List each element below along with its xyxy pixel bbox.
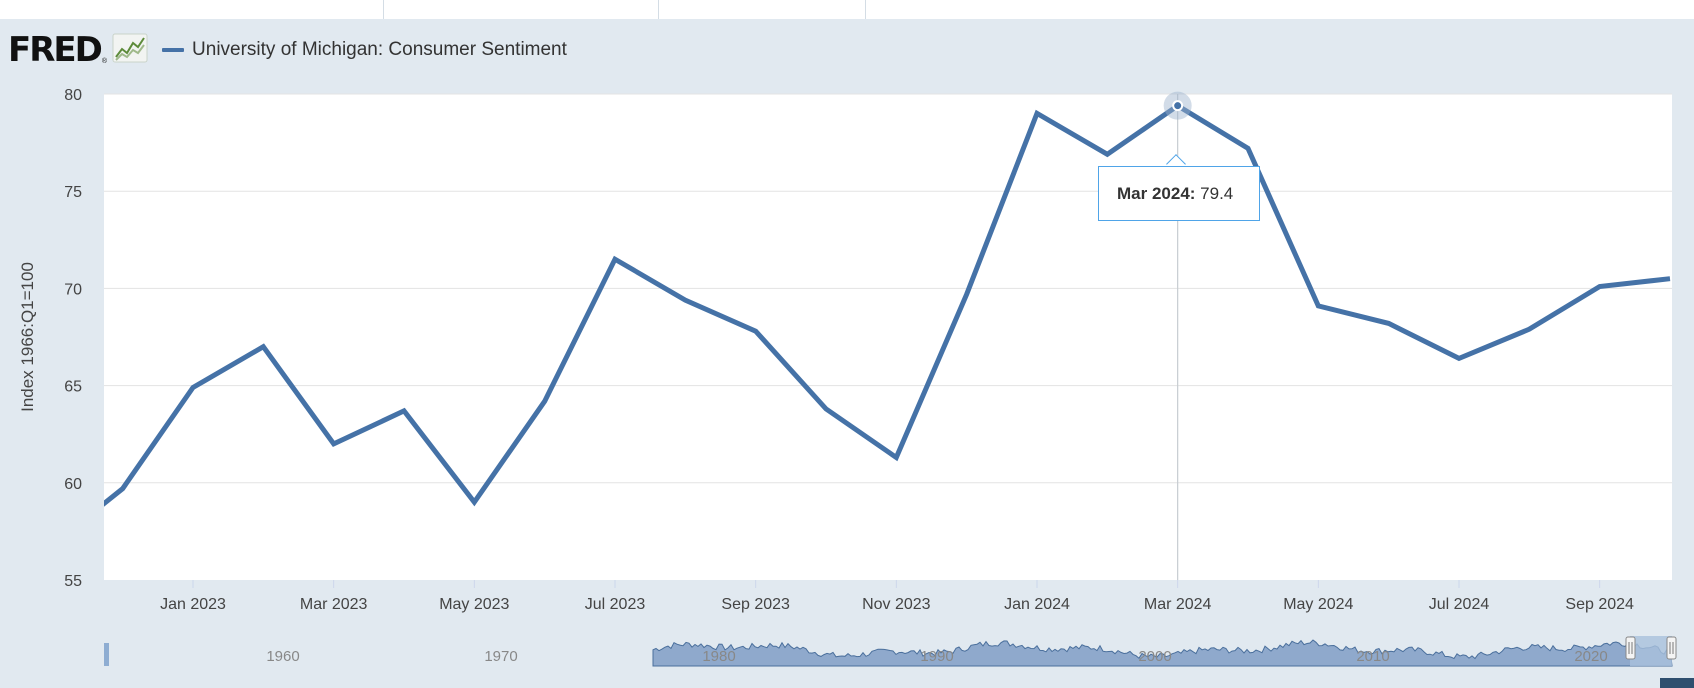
navigator-start-mark <box>104 643 109 666</box>
toolbar-divider <box>383 0 384 19</box>
gridlines <box>104 93 1672 484</box>
y-tick-label: 75 <box>64 184 82 201</box>
range-navigator[interactable]: 1960 1970 1980 1990 2000 2010 2020 <box>104 636 1677 667</box>
navigator-label: 2000 <box>1138 648 1171 665</box>
plot-area[interactable] <box>104 94 1672 580</box>
y-axis-ticks: 55 60 65 70 75 80 <box>64 87 82 590</box>
x-tick-label: Mar 2023 <box>300 596 368 613</box>
data-tooltip: Mar 2024: 79.4 <box>1098 166 1260 221</box>
navigator-selected-range[interactable] <box>1630 636 1672 666</box>
x-tick-label: Sep 2024 <box>1565 596 1634 613</box>
top-toolbar-strip <box>0 0 1694 19</box>
tooltip-value: 79.4 <box>1200 183 1234 203</box>
x-axis-ticks: Jan 2023 Mar 2023 May 2023 Jul 2023 Sep 2023… <box>160 580 1634 613</box>
y-tick-label: 60 <box>64 476 82 493</box>
toolbar-divider <box>658 0 659 19</box>
toolbar-divider <box>865 0 866 19</box>
chart-header: FRED ® University of Michigan: Consumer … <box>8 30 567 70</box>
x-tick-label: Nov 2023 <box>862 596 931 613</box>
tooltip-date: Mar 2024: <box>1117 183 1196 203</box>
navigator-label: 1970 <box>484 648 517 665</box>
line-chart-icon <box>112 33 148 68</box>
x-tick-label: May 2024 <box>1283 596 1353 613</box>
navigator-series-area <box>652 639 1673 667</box>
navigator-label: 2020 <box>1574 648 1607 665</box>
y-tick-label: 80 <box>64 87 82 104</box>
y-tick-label: 65 <box>64 379 82 396</box>
navigator-label: 1980 <box>702 648 735 665</box>
x-tick-label: May 2023 <box>439 596 509 613</box>
hover-marker[interactable] <box>1172 100 1184 112</box>
legend-swatch <box>162 48 185 52</box>
x-tick-label: Jan 2023 <box>160 596 226 613</box>
navigator-right-handle[interactable] <box>1666 636 1677 660</box>
x-tick-label: Jul 2023 <box>585 596 646 613</box>
y-tick-label: 55 <box>64 573 82 590</box>
series-line[interactable] <box>0 102 1671 545</box>
chart-legend[interactable]: University of Michigan: Consumer Sentime… <box>162 39 567 61</box>
fred-logo[interactable]: FRED <box>8 30 103 70</box>
y-axis-title: Index 1966:Q1=100 <box>18 262 37 412</box>
navigator-label: 1960 <box>266 648 299 665</box>
x-tick-label: Sep 2023 <box>721 596 790 613</box>
navigator-label: 1990 <box>920 648 953 665</box>
corner-control[interactable] <box>1660 678 1694 688</box>
navigator-left-handle[interactable] <box>1625 636 1636 660</box>
x-tick-label: Jan 2024 <box>1004 596 1070 613</box>
navigator-labels: 1960 1970 1980 1990 2000 2010 2020 <box>266 648 1607 665</box>
legend-label: University of Michigan: Consumer Sentime… <box>192 39 567 60</box>
fred-registered-mark: ® <box>101 57 108 65</box>
y-tick-label: 70 <box>64 281 82 298</box>
x-tick-label: Mar 2024 <box>1144 596 1212 613</box>
x-tick-label: Jul 2024 <box>1429 596 1490 613</box>
navigator-label: 2010 <box>1356 648 1389 665</box>
